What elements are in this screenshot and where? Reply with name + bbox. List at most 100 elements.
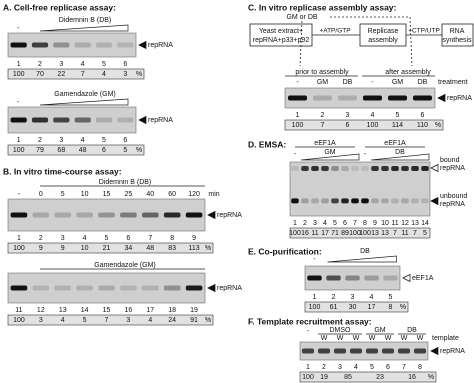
quant-value: 100 xyxy=(302,374,314,381)
lane-number: 16 xyxy=(124,307,132,314)
quant-value: 22 xyxy=(57,71,65,78)
band xyxy=(291,165,299,171)
quant-box xyxy=(289,227,431,239)
quant-value: 100 xyxy=(289,230,301,237)
control: - xyxy=(294,151,297,158)
lane-number: 3 xyxy=(346,112,350,119)
band xyxy=(371,198,379,204)
band xyxy=(301,165,309,171)
quant-value: 114 xyxy=(392,122,403,129)
band xyxy=(397,348,411,354)
panel-title: D. EMSA: xyxy=(248,139,286,149)
treatment: - xyxy=(371,79,374,86)
quant-value: 17 xyxy=(321,230,329,237)
treatment: Gamendazole (GM) xyxy=(94,262,155,269)
quant-value: 89 xyxy=(341,230,349,237)
band xyxy=(363,95,382,101)
control: - xyxy=(17,99,20,106)
lane-number: 1 xyxy=(17,235,21,242)
quant-value: 100 xyxy=(309,304,321,311)
time-label: 5 xyxy=(61,191,65,198)
band xyxy=(321,198,329,204)
lane-number: 17 xyxy=(146,307,154,314)
band xyxy=(313,95,332,101)
time-label: 60 xyxy=(168,191,176,198)
band-label: repRNA xyxy=(148,42,173,49)
lane-number: 5 xyxy=(105,235,109,242)
lane-number: 6 xyxy=(343,220,347,227)
group-label: DMSO xyxy=(330,327,352,334)
lane-number: 1 xyxy=(313,294,317,301)
band xyxy=(163,285,181,291)
quant-value: 3 xyxy=(39,317,43,324)
band xyxy=(31,42,49,48)
band xyxy=(421,165,429,171)
panel-title: A. Cell-free replicase assay: xyxy=(3,2,116,12)
template: W xyxy=(353,335,360,342)
quant-value: 4 xyxy=(61,317,65,324)
treatment: - xyxy=(296,79,299,86)
unbound-label: unbound xyxy=(440,193,467,200)
lane-number: 4 xyxy=(83,235,87,242)
gel-image xyxy=(304,265,401,291)
template: W xyxy=(401,335,408,342)
quant-value: 11 xyxy=(401,230,408,237)
lane-number: 2 xyxy=(38,61,42,68)
wedge xyxy=(327,255,397,263)
lane-number: 3 xyxy=(61,235,65,242)
band xyxy=(341,165,349,171)
lane-number: 4 xyxy=(323,220,327,227)
lane-number: 1 xyxy=(306,364,310,371)
template: W xyxy=(385,335,392,342)
band xyxy=(54,285,72,291)
quant-value: 13 xyxy=(381,230,389,237)
quant-value: 83 xyxy=(168,245,176,252)
box xyxy=(441,23,474,47)
band xyxy=(291,198,299,204)
gel-image xyxy=(7,32,137,58)
treatment: DB xyxy=(418,79,428,86)
quant-value: 16 xyxy=(301,230,309,237)
gel-image xyxy=(289,161,431,217)
band xyxy=(411,165,419,171)
template-label: template xyxy=(432,335,459,342)
template: W xyxy=(337,335,344,342)
control: - xyxy=(17,25,20,32)
lane-number: 11 xyxy=(391,220,398,227)
lane-number: 7 xyxy=(148,235,152,242)
quant-box xyxy=(7,68,145,80)
quant-box xyxy=(304,301,409,313)
arrow xyxy=(430,196,439,206)
lane-number: 6 xyxy=(421,112,425,119)
band xyxy=(120,285,137,291)
lane-number: 7 xyxy=(353,220,357,227)
control: - xyxy=(364,151,367,158)
quant-value: 68 xyxy=(57,147,65,154)
quant-value: 8 xyxy=(389,304,393,311)
quant-value: 24 xyxy=(168,317,176,324)
quant-unit: % xyxy=(136,71,142,78)
time-label: 10 xyxy=(81,191,89,198)
band xyxy=(185,285,203,291)
time-label: 25 xyxy=(124,191,132,198)
band xyxy=(381,348,395,354)
band xyxy=(53,42,70,48)
synthesis-label: RNA xyxy=(450,28,465,35)
quant-value: 9 xyxy=(39,245,43,252)
lane-number: 6 xyxy=(123,137,127,144)
quant-value: 113 xyxy=(188,245,199,252)
band xyxy=(371,165,379,171)
lane-number: 1 xyxy=(17,61,21,68)
band xyxy=(391,198,399,204)
lane-number: 8 xyxy=(418,364,422,371)
quant-unit: % xyxy=(136,147,142,154)
lane-number: 1 xyxy=(296,112,300,119)
wedge xyxy=(370,153,430,161)
synthesis-label: synthesis xyxy=(442,37,472,44)
wedge xyxy=(39,24,129,32)
band xyxy=(76,212,93,218)
band xyxy=(349,348,363,354)
line xyxy=(409,16,413,67)
drug: DB xyxy=(360,248,370,255)
lane-number: 4 xyxy=(371,112,375,119)
